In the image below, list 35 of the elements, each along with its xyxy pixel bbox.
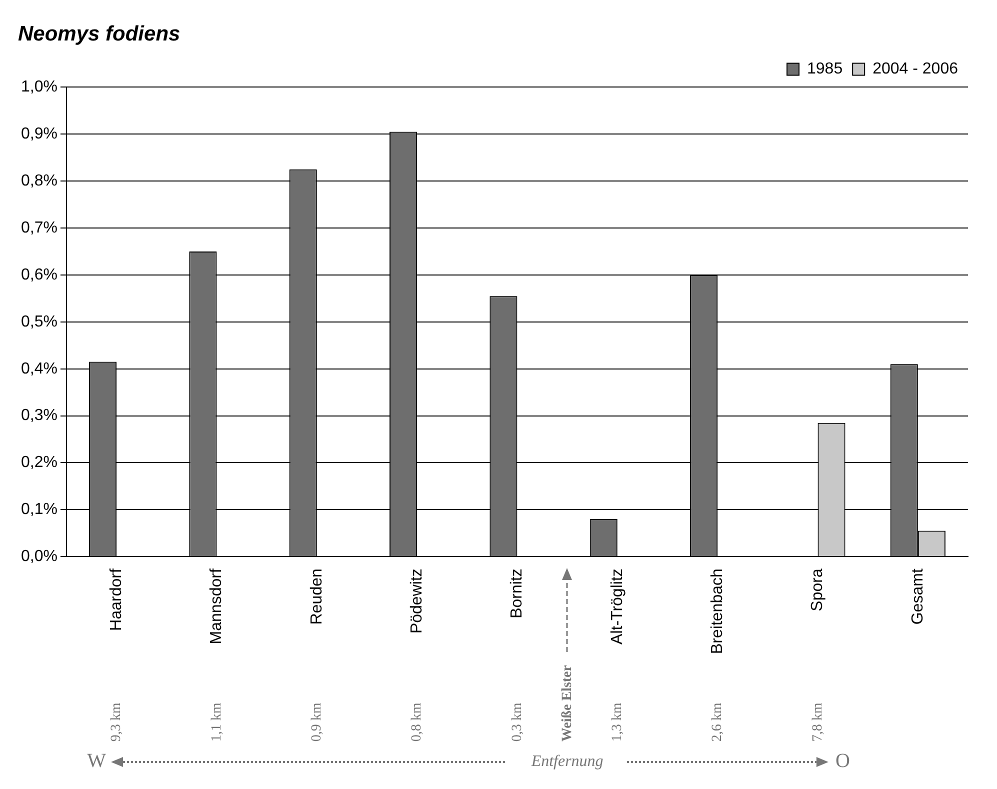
x-tick-label: Breitenbach [708,568,726,654]
y-tick-label: 0,7% [21,219,58,236]
text: 0,3 km [510,702,525,742]
text: Entfernung [530,752,604,770]
x-tick-label: Alt-Tröglitz [608,568,626,644]
text: 1,1 km [209,702,224,742]
y-tick-label: 0,9% [21,126,58,143]
y-tick-label: 0,8% [21,172,58,190]
text: 0,8 km [410,702,425,742]
x-tick-label: Bornitz [508,568,526,618]
x-tick-label: Gesamt [909,568,926,625]
x-tick-label: Mannsdorf [208,568,226,644]
y-tick-label: 0,6% [21,266,58,284]
y-tick-label: 0,5% [21,313,58,330]
y-tick-label: 1,0% [21,78,58,96]
text: Weiße Elster [560,665,575,742]
y-tick-label: 0,4% [21,360,58,378]
x-tick-label: Reuden [308,568,326,625]
text: 7,8 km [810,702,826,742]
y-tick-label: 0,1% [21,501,58,518]
x-tick-label: Spora [809,568,826,612]
text: W [87,750,106,772]
text: 1,3 km [610,702,626,742]
text: O [836,750,850,772]
x-tick-label: Pödewitz [408,568,426,634]
legend-label: 2004 - 2006 [872,60,958,78]
text: 2,6 km [710,702,726,742]
text: 9,3 km [109,702,124,742]
chart-title: Neomys fodiens [18,22,180,46]
legend-label: 1985 [807,60,843,78]
y-tick-label: 0,0% [21,548,58,566]
y-tick-label: 0,3% [21,407,58,424]
text: 0,9 km [310,702,325,742]
y-tick-label: 0,2% [21,454,58,472]
x-tick-label: Haardorf [108,568,125,631]
